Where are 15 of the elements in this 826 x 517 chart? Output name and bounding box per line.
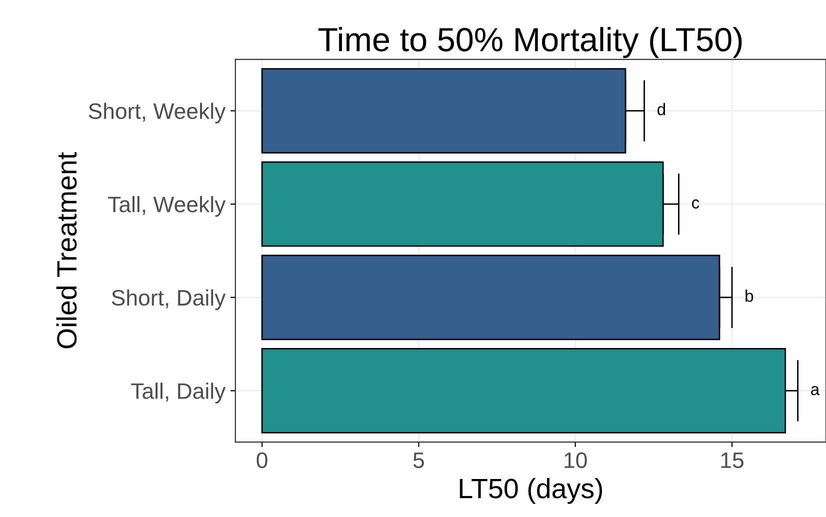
chart-title: Time to 50% Mortality (LT50) — [318, 26, 742, 58]
x-tick-label: 15 — [721, 452, 744, 468]
y-tick-label: Tall, Weekly — [108, 196, 226, 217]
x-axis-title: LT50 (days) — [460, 478, 602, 504]
y-axis-title: Oiled Treatment — [56, 152, 77, 348]
y-tick-label: Short, Daily — [112, 289, 226, 310]
annotation: b — [746, 290, 754, 302]
y-tick-label: Tall, Daily — [131, 382, 226, 404]
annotation: a — [811, 386, 820, 396]
x-tick-label: 5 — [413, 452, 424, 468]
y-tick-label: Short, Weekly — [88, 102, 226, 124]
annotation: c — [692, 199, 700, 209]
x-tick-label: 0 — [256, 452, 268, 468]
annotation: d — [658, 103, 666, 116]
x-tick-label: 10 — [564, 452, 587, 468]
